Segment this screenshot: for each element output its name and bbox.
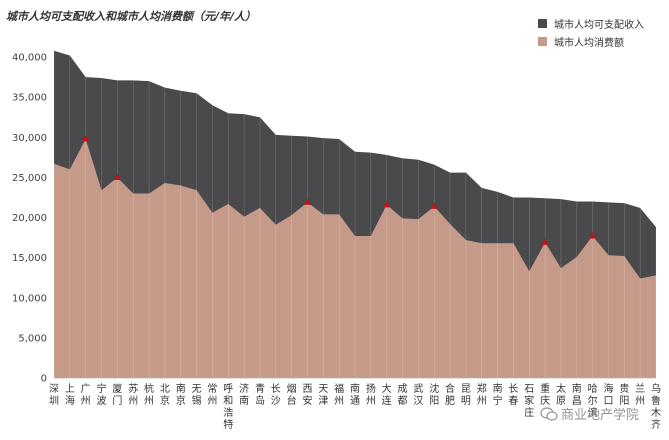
category-label: 西安	[302, 384, 312, 407]
y-tick-label: 35,000	[12, 93, 47, 104]
category-label: 厦门	[112, 383, 122, 407]
y-tick-label: 15,000	[12, 253, 47, 264]
legend-label-consumption: 城市人均消费额	[554, 37, 624, 49]
category-label: 常州	[207, 382, 217, 407]
category-label: 郑州	[477, 382, 487, 407]
legend: 城市人均可支配收入 城市人均消费额	[538, 14, 644, 50]
category-label: 烟台	[287, 382, 297, 407]
category-label: 海口	[603, 382, 613, 407]
y-tick-label: 10,000	[12, 293, 47, 304]
watermark-text: 商业地产学院	[561, 408, 640, 423]
category-label: 福州	[334, 382, 344, 407]
highlight-marker	[430, 202, 438, 209]
category-label: 合肥	[445, 382, 455, 407]
category-label: 南京	[176, 382, 186, 407]
category-label: 武汉	[413, 382, 423, 407]
category-label: 无锡	[192, 384, 202, 407]
category-label: 石家庄	[524, 384, 534, 419]
category-label: 南昌	[572, 382, 582, 407]
category-label: 杭州	[144, 382, 154, 407]
category-label: 沈阳	[429, 382, 439, 407]
legend-item-consumption: 城市人均消费额	[538, 32, 644, 50]
category-label: 济南	[239, 382, 249, 407]
y-tick-label: 20,000	[12, 213, 47, 224]
legend-swatch-income	[538, 18, 547, 28]
wechat-icon	[540, 406, 558, 421]
highlight-marker	[541, 238, 549, 245]
category-label: 成都	[398, 383, 408, 407]
y-tick-label: 25,000	[12, 173, 47, 184]
category-label: 哈尔滨	[588, 382, 598, 419]
category-label: 扬州	[366, 382, 376, 407]
category-label: 南宁	[493, 382, 503, 407]
category-label: 广州	[81, 383, 91, 407]
highlight-marker	[589, 232, 597, 239]
category-label: 长春	[508, 383, 518, 407]
category-label: 太原	[556, 382, 566, 407]
legend-item-income: 城市人均可支配收入	[538, 14, 644, 32]
legend-label-income: 城市人均可支配收入	[554, 19, 644, 31]
category-label: 长沙	[271, 383, 281, 407]
category-label: 苏州	[128, 382, 138, 407]
highlight-marker	[383, 200, 391, 208]
category-label: 宁波	[97, 382, 107, 407]
category-label: 南通	[350, 382, 360, 407]
y-tick-label: 40,000	[12, 53, 47, 64]
category-label: 乌鲁木齐	[651, 382, 661, 431]
category-label: 深圳	[49, 383, 59, 407]
category-label: 天津	[318, 384, 328, 407]
y-tick-label: 30,000	[12, 133, 47, 144]
category-label: 兰州	[635, 382, 645, 407]
category-label: 青岛	[255, 382, 265, 407]
series-area-consumption	[54, 138, 656, 378]
category-label: 昆明	[461, 383, 471, 407]
category-label: 重庆	[540, 382, 550, 407]
category-label: 上海	[65, 383, 75, 407]
chart-title: 城市人均可支配收入和城市人均消费额（元/年/人）	[6, 10, 257, 23]
category-label: 呼和浩特	[223, 383, 233, 431]
category-label: 北京	[160, 383, 170, 407]
y-tick-label: 5,000	[18, 333, 47, 344]
highlight-marker	[82, 134, 90, 142]
category-label: 大连	[382, 382, 392, 407]
legend-swatch-consumption	[538, 36, 547, 46]
y-tick-label: 0	[41, 374, 47, 385]
watermark: 商业地产学院	[540, 404, 639, 423]
highlight-marker	[113, 173, 121, 180]
category-label: 贵阳	[619, 382, 629, 407]
highlight-marker	[303, 198, 311, 205]
